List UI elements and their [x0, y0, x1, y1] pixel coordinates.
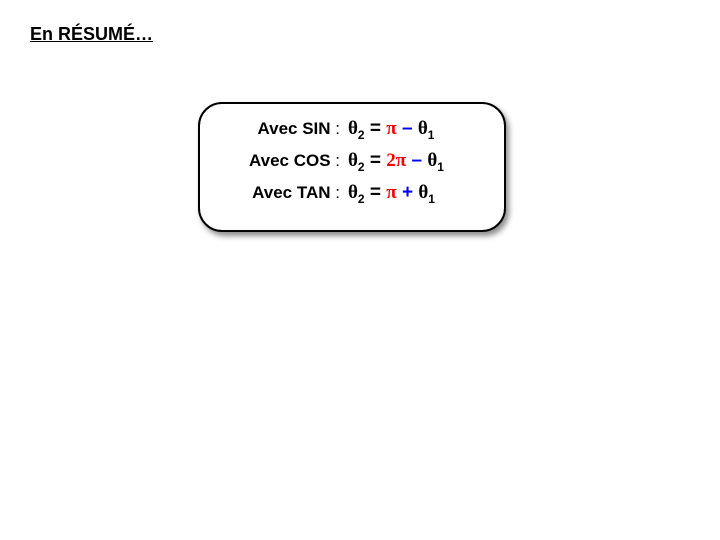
- row-tan: Avec TAN : θ2 = π + θ1: [200, 182, 504, 206]
- avec-text: Avec: [252, 183, 297, 202]
- avec-text: Avec: [257, 119, 302, 138]
- equals: =: [365, 118, 387, 139]
- page-title: En RÉSUMÉ…: [30, 24, 153, 45]
- formula-sin: θ2 = π – θ1: [348, 118, 434, 142]
- theta2-sym: θ: [348, 182, 358, 203]
- avec-text: Avec: [249, 151, 294, 170]
- theta1-sub: 1: [428, 191, 435, 205]
- formula-cos: θ2 = 2π – θ1: [348, 150, 444, 174]
- theta1-sub: 1: [437, 160, 444, 174]
- pi-sym: π: [386, 182, 396, 203]
- label-cos: Avec COS :: [224, 151, 348, 171]
- row-sin: Avec SIN : θ2 = π – θ1: [200, 118, 504, 142]
- label-tan: Avec TAN :: [224, 183, 348, 203]
- equals: =: [365, 182, 387, 203]
- formula-tan: θ2 = π + θ1: [348, 182, 435, 206]
- fn-cos: COS: [294, 151, 331, 170]
- pi-sym: π: [386, 118, 396, 139]
- theta1-sym: θ: [427, 150, 437, 171]
- theta2-sym: θ: [348, 118, 358, 139]
- theta1-sub: 1: [428, 128, 435, 142]
- colon: :: [331, 183, 340, 202]
- fn-tan: TAN: [297, 183, 331, 202]
- theta2-sub: 2: [358, 191, 365, 205]
- theta1-sym: θ: [418, 118, 428, 139]
- colon: :: [331, 119, 340, 138]
- pi-coeff: 2: [386, 150, 396, 171]
- op-minus: –: [406, 150, 427, 171]
- theta2-sub: 2: [358, 128, 365, 142]
- theta2-sub: 2: [358, 160, 365, 174]
- summary-box: Avec SIN : θ2 = π – θ1 Avec COS : θ2 = 2…: [198, 102, 506, 232]
- colon: :: [331, 151, 340, 170]
- theta1-sym: θ: [418, 182, 428, 203]
- label-sin: Avec SIN :: [224, 119, 348, 139]
- equals: =: [365, 150, 387, 171]
- op-minus: –: [397, 118, 418, 139]
- op-plus: +: [397, 182, 419, 203]
- theta2-sym: θ: [348, 150, 358, 171]
- pi-sym: π: [396, 150, 406, 171]
- fn-sin: SIN: [302, 119, 330, 138]
- row-cos: Avec COS : θ2 = 2π – θ1: [200, 150, 504, 174]
